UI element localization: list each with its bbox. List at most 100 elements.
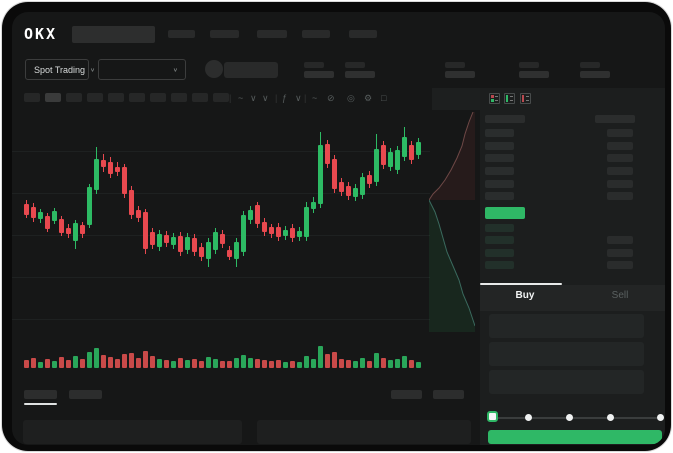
bottom-tab-placeholder[interactable] (24, 390, 57, 399)
divider: | (304, 93, 307, 103)
bid-row-price[interactable] (485, 249, 514, 257)
timeframe-button[interactable] (108, 93, 124, 102)
trade-input-placeholder[interactable] (489, 370, 644, 394)
ask-row-amount[interactable] (607, 180, 633, 188)
okx-logo[interactable]: OKX (24, 25, 58, 43)
gear-icon[interactable]: ⚙ (364, 93, 373, 103)
col-bar (522, 95, 524, 102)
bid-row-price[interactable] (485, 224, 514, 232)
tab-sell[interactable]: Sell (611, 290, 629, 301)
ask-row-amount[interactable] (607, 154, 633, 162)
ask-row-price[interactable] (485, 180, 514, 188)
function-icon[interactable]: ƒ (282, 93, 288, 103)
divider: | (275, 93, 278, 103)
candle-body (108, 162, 113, 174)
pair-selector-dropdown[interactable]: ∨ (98, 59, 186, 80)
candle-body (206, 242, 211, 259)
timeframe-button[interactable] (66, 93, 82, 102)
last-price-bar[interactable] (485, 207, 525, 219)
volume-bar (402, 356, 407, 368)
volume-bar (31, 358, 36, 368)
orderbook-bids-icon[interactable] (504, 93, 515, 104)
timeframe-button[interactable] (87, 93, 103, 102)
nav-item-placeholder[interactable] (302, 30, 330, 38)
tab-buy[interactable]: Buy (515, 290, 535, 301)
chevron-down-icon[interactable]: ∨ (295, 93, 302, 103)
nav-item-placeholder[interactable] (257, 30, 287, 38)
volume-bar (143, 351, 148, 368)
buy-submit-button[interactable] (488, 430, 662, 444)
ask-row-amount[interactable] (607, 192, 633, 200)
bid-row-price[interactable] (485, 261, 514, 269)
search-input[interactable] (72, 26, 155, 43)
orderbook-both-icon[interactable] (489, 93, 500, 104)
volume-bar (416, 362, 421, 368)
ask-row-price[interactable] (485, 129, 514, 137)
volume-bar (353, 361, 358, 368)
timeframe-button[interactable] (192, 93, 208, 102)
ask-row-price[interactable] (485, 154, 514, 162)
volume-bar (409, 360, 414, 368)
timeframe-button[interactable] (24, 93, 40, 102)
chevron-down-icon[interactable]: ∨ (262, 93, 269, 103)
orderbook-asks-icon[interactable] (520, 93, 531, 104)
timeframe-button[interactable] (129, 93, 145, 102)
candle-body (318, 145, 323, 204)
amount-slider-handle[interactable] (487, 411, 498, 422)
ask-row-amount[interactable] (607, 129, 633, 137)
trendline-tool-icon[interactable]: ~ (312, 93, 318, 103)
volume-bar (346, 360, 351, 368)
nav-item-placeholder[interactable] (349, 30, 377, 38)
bid-row-amount[interactable] (607, 261, 633, 269)
bottom-tab-placeholder[interactable] (69, 390, 102, 399)
volume-bar (234, 358, 239, 368)
candle-body (388, 152, 393, 167)
candle-body (171, 237, 176, 245)
timeframe-button[interactable] (150, 93, 166, 102)
nav-item-placeholder[interactable] (210, 30, 239, 38)
amount-slider-track[interactable] (493, 417, 657, 419)
volume-bar (304, 356, 309, 368)
candle-body (255, 205, 260, 224)
bid-row-price[interactable] (485, 236, 514, 244)
bottom-tab-placeholder[interactable] (391, 390, 422, 399)
candle-body (129, 190, 134, 215)
volume-bar (227, 361, 232, 368)
pair-name-placeholder[interactable] (224, 62, 278, 78)
candle-body (24, 204, 29, 215)
ask-row-amount[interactable] (607, 167, 633, 175)
ask-row-amount[interactable] (607, 142, 633, 150)
ask-row-price[interactable] (485, 167, 514, 175)
ask-row-price[interactable] (485, 142, 514, 150)
indicator-wave-icon[interactable]: ~ (238, 93, 244, 103)
bottom-tab-placeholder[interactable] (433, 390, 464, 399)
depth-chart[interactable] (429, 112, 475, 332)
camera-icon[interactable]: ◎ (347, 93, 355, 103)
candle-body (164, 235, 169, 243)
candle-body (87, 187, 92, 225)
chevron-down-icon[interactable]: ∨ (250, 93, 257, 103)
timeframe-button[interactable] (213, 93, 229, 102)
ask-row-price[interactable] (485, 192, 514, 200)
volume-bar (80, 359, 85, 368)
timeframe-button[interactable] (171, 93, 187, 102)
market-type-dropdown[interactable]: Spot Trading ∨ (25, 59, 95, 80)
trade-input-placeholder[interactable] (489, 314, 644, 338)
bid-row-amount[interactable] (607, 249, 633, 257)
candle-body (360, 177, 365, 195)
candle-body (276, 227, 281, 237)
slider-stop-dot[interactable] (607, 414, 614, 421)
volume-bar (262, 360, 267, 368)
nav-item-placeholder[interactable] (168, 30, 195, 38)
candlestick-chart[interactable] (12, 112, 432, 342)
candle-body (241, 215, 246, 252)
slider-stop-dot[interactable] (525, 414, 532, 421)
fullscreen-icon[interactable]: □ (381, 93, 387, 103)
slider-stop-dot[interactable] (566, 414, 573, 421)
compare-icon[interactable]: ⊘ (327, 93, 335, 103)
timeframe-button[interactable] (45, 93, 61, 102)
slider-stop-dot[interactable] (657, 414, 664, 421)
pair-avatar[interactable] (205, 60, 223, 78)
bid-row-amount[interactable] (607, 236, 633, 244)
trade-input-placeholder[interactable] (489, 342, 644, 366)
